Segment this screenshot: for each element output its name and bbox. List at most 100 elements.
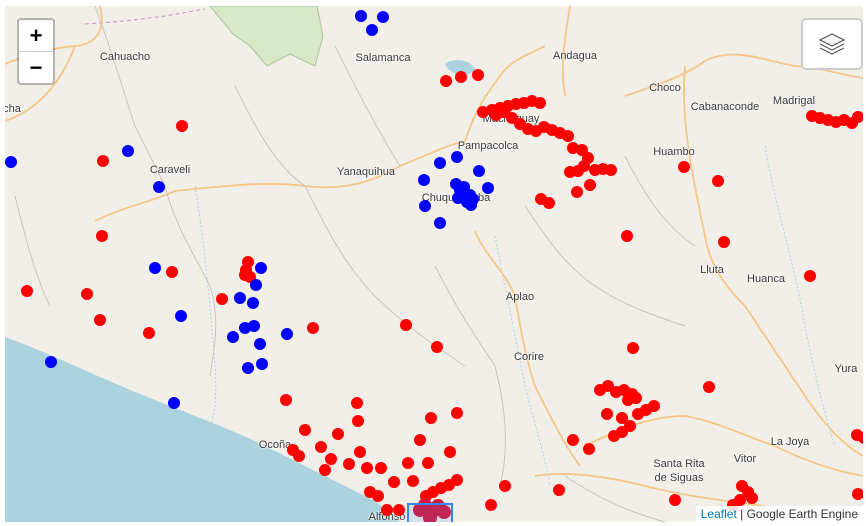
red-marker[interactable] (553, 484, 565, 496)
red-marker[interactable] (21, 285, 33, 297)
blue-marker[interactable] (434, 217, 446, 229)
red-marker[interactable] (425, 412, 437, 424)
red-marker[interactable] (351, 397, 363, 409)
blue-marker[interactable] (122, 145, 134, 157)
blue-marker[interactable] (255, 262, 267, 274)
red-marker[interactable] (239, 269, 251, 281)
blue-marker[interactable] (355, 10, 367, 22)
red-marker[interactable] (440, 75, 452, 87)
red-marker[interactable] (407, 475, 419, 487)
layers-control-button[interactable] (801, 18, 863, 70)
blue-marker[interactable] (5, 156, 17, 168)
red-marker[interactable] (96, 230, 108, 242)
red-marker[interactable] (621, 230, 633, 242)
blue-marker[interactable] (451, 151, 463, 163)
map-canvas[interactable]: Cahuacho Salamanca Andagua Choco Cabanaconde… (5, 6, 863, 522)
blue-marker[interactable] (452, 192, 464, 204)
red-marker[interactable] (583, 443, 595, 455)
red-marker[interactable] (343, 458, 355, 470)
red-marker[interactable] (455, 71, 467, 83)
red-marker[interactable] (402, 457, 414, 469)
blue-marker[interactable] (45, 356, 57, 368)
red-marker[interactable] (388, 476, 400, 488)
leaflet-link[interactable]: Leaflet (700, 507, 737, 521)
red-marker[interactable] (307, 322, 319, 334)
red-marker[interactable] (216, 293, 228, 305)
red-marker[interactable] (648, 400, 660, 412)
red-marker[interactable] (352, 415, 364, 427)
red-cluster-marker[interactable] (431, 499, 445, 513)
blue-marker[interactable] (419, 200, 431, 212)
blue-marker[interactable] (482, 182, 494, 194)
blue-marker[interactable] (227, 331, 239, 343)
red-marker[interactable] (81, 288, 93, 300)
red-marker[interactable] (354, 446, 366, 458)
red-marker[interactable] (804, 270, 816, 282)
blue-marker[interactable] (467, 193, 479, 205)
red-marker[interactable] (584, 179, 596, 191)
red-marker[interactable] (851, 429, 863, 441)
blue-marker[interactable] (434, 157, 446, 169)
blue-marker[interactable] (242, 362, 254, 374)
red-marker[interactable] (414, 434, 426, 446)
red-marker[interactable] (431, 341, 443, 353)
red-marker[interactable] (400, 319, 412, 331)
red-marker[interactable] (299, 424, 311, 436)
blue-marker[interactable] (248, 320, 260, 332)
red-marker[interactable] (567, 434, 579, 446)
red-marker[interactable] (564, 166, 576, 178)
blue-marker[interactable] (234, 292, 246, 304)
red-marker[interactable] (280, 394, 292, 406)
red-marker[interactable] (703, 381, 715, 393)
red-marker[interactable] (601, 408, 613, 420)
blue-marker[interactable] (149, 262, 161, 274)
blue-marker[interactable] (418, 174, 430, 186)
red-marker[interactable] (166, 266, 178, 278)
red-marker[interactable] (852, 488, 863, 500)
blue-marker[interactable] (168, 397, 180, 409)
red-marker[interactable] (571, 186, 583, 198)
red-cluster-marker[interactable] (418, 498, 432, 512)
red-marker[interactable] (499, 480, 511, 492)
red-marker[interactable] (143, 327, 155, 339)
red-marker[interactable] (562, 130, 574, 142)
red-marker[interactable] (678, 161, 690, 173)
zoom-in-button[interactable]: + (29, 23, 43, 48)
red-marker[interactable] (485, 499, 497, 511)
red-marker[interactable] (444, 446, 456, 458)
red-cluster-marker[interactable] (423, 511, 437, 522)
red-marker[interactable] (852, 111, 863, 123)
red-marker[interactable] (534, 97, 546, 109)
blue-marker[interactable] (254, 338, 266, 350)
red-marker[interactable] (422, 457, 434, 469)
red-marker[interactable] (315, 441, 327, 453)
red-marker[interactable] (97, 155, 109, 167)
blue-marker[interactable] (247, 297, 259, 309)
blue-marker[interactable] (250, 279, 262, 291)
red-marker[interactable] (746, 492, 758, 504)
red-marker[interactable] (630, 392, 642, 404)
red-marker[interactable] (319, 464, 331, 476)
red-marker[interactable] (605, 164, 617, 176)
red-marker[interactable] (325, 453, 337, 465)
blue-marker[interactable] (153, 181, 165, 193)
red-marker[interactable] (293, 450, 305, 462)
zoom-out-button[interactable]: − (19, 51, 53, 83)
blue-marker[interactable] (256, 358, 268, 370)
red-marker[interactable] (718, 236, 730, 248)
red-marker[interactable] (543, 197, 555, 209)
red-marker[interactable] (393, 504, 405, 516)
red-marker[interactable] (472, 69, 484, 81)
red-marker[interactable] (669, 494, 681, 506)
blue-marker[interactable] (175, 310, 187, 322)
red-marker[interactable] (361, 462, 373, 474)
red-marker[interactable] (608, 430, 620, 442)
red-marker[interactable] (94, 314, 106, 326)
red-marker[interactable] (451, 407, 463, 419)
red-marker[interactable] (627, 342, 639, 354)
blue-marker[interactable] (473, 165, 485, 177)
blue-marker[interactable] (377, 11, 389, 23)
selection-rectangle[interactable] (407, 503, 453, 522)
red-marker[interactable] (176, 120, 188, 132)
red-marker[interactable] (712, 175, 724, 187)
